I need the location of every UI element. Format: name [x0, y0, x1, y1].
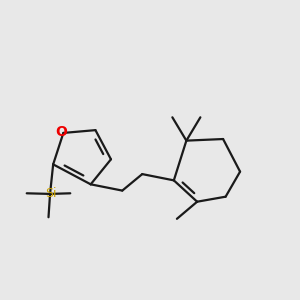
Text: O: O — [55, 125, 67, 139]
Text: Si: Si — [46, 187, 57, 200]
